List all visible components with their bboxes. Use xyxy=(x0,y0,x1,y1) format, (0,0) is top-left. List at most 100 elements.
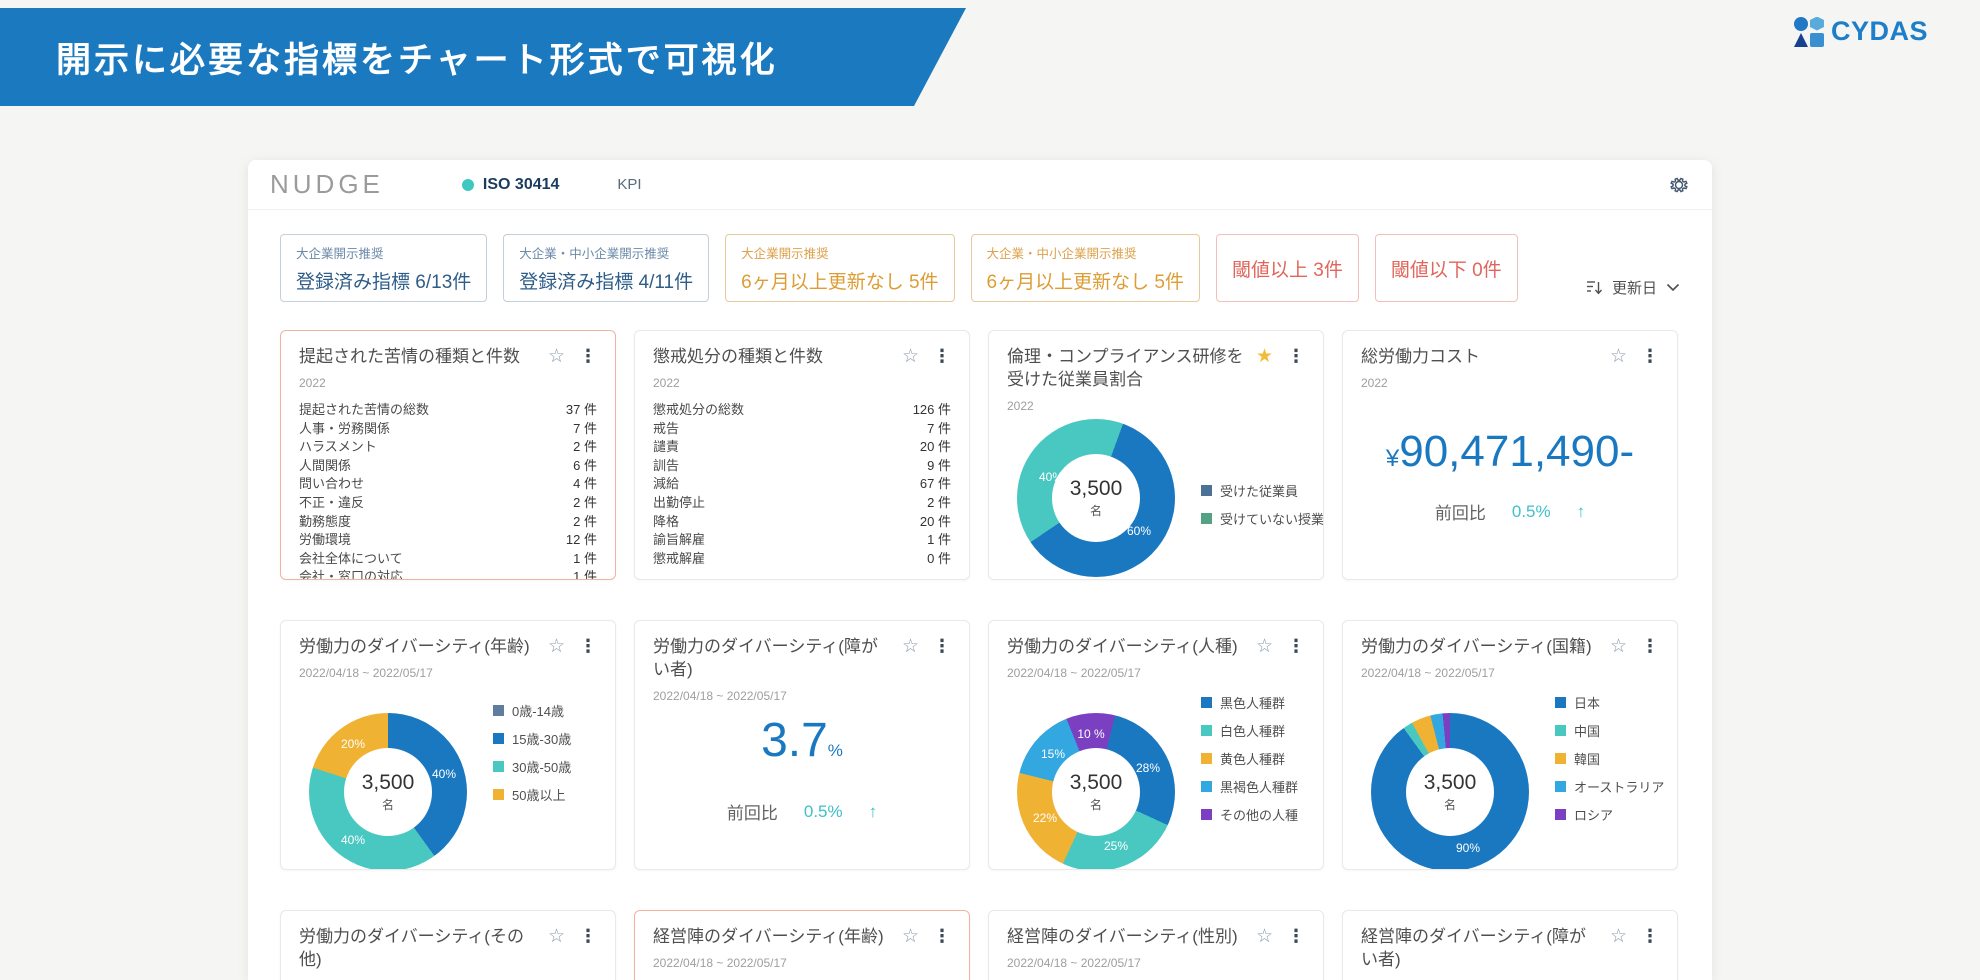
donut-chart: 28% 25% 22% 15% 10 % 3,500 名 xyxy=(1017,713,1175,869)
panel-header: NUDGE ISO 30414 KPI xyxy=(248,160,1712,210)
card-title: 労働力のダイバーシティ(その他) xyxy=(299,927,524,969)
card-title: 懲戒処分の種類と件数 xyxy=(653,347,823,366)
stat-row: 不正・違反 2 件 xyxy=(299,494,597,510)
stat-row: 問い合わせ 4 件 xyxy=(299,476,597,492)
chart-legend: 受けた従業員 受けていない授業員 xyxy=(1201,481,1323,528)
legend-item: 中国 xyxy=(1555,721,1664,740)
kebab-menu-icon[interactable]: ⋮ xyxy=(1641,636,1659,656)
card-title: 倫理・コンプライアンス研修を受けた従業員割合 xyxy=(1007,347,1244,389)
stat-row: 減給 67 件 xyxy=(653,476,951,492)
donut-center-unit: 名 xyxy=(1443,798,1456,812)
card-diversity-race: 労働力のダイバーシティ(人種) ☆ ⋮ 2022/04/18 ~ 2022/05… xyxy=(988,620,1324,870)
stat-row: 懲戒解雇 0 件 xyxy=(653,550,951,566)
card-management-gender: 経営陣のダイバーシティ(性別) ☆ ⋮ 2022/04/18 ~ 2022/05… xyxy=(988,910,1324,980)
summary-row: 大企業開示推奨 登録済み指標 6/13件 大企業・中小企業開示推奨 登録済み指標… xyxy=(248,210,1712,302)
legend-item: その他の人種 xyxy=(1201,805,1298,824)
summary-box-sme-registered[interactable]: 大企業・中小企業開示推奨 登録済み指標 4/11件 xyxy=(503,234,710,302)
kebab-menu-icon[interactable]: ⋮ xyxy=(579,346,597,366)
donut-chart: 40% 60% 3,500 名 xyxy=(1017,419,1175,577)
kebab-menu-icon[interactable]: ⋮ xyxy=(933,926,951,946)
legend-item: 黄色人種群 xyxy=(1201,749,1298,768)
card-compliance-training: 倫理・コンプライアンス研修を受けた従業員割合 ★ ⋮ 2022 40% 60% … xyxy=(988,330,1324,580)
star-icon[interactable]: ☆ xyxy=(1609,926,1627,947)
star-icon[interactable]: ☆ xyxy=(901,346,919,367)
stat-row: 会社全体について 1 件 xyxy=(299,550,597,566)
stat-row: 懲戒処分の総数 126 件 xyxy=(653,401,951,417)
card-period: 2022/04/18 ~ 2022/05/17 xyxy=(653,688,787,703)
donut-center-unit: 名 xyxy=(1089,504,1102,518)
kebab-menu-icon[interactable]: ⋮ xyxy=(933,636,951,656)
sort-control[interactable]: 更新日 xyxy=(1586,277,1680,302)
legend-item: 日本 xyxy=(1555,693,1664,712)
donut-center-value: 3,500 xyxy=(1069,771,1123,794)
donut-chart: 90% 3,500 名 xyxy=(1371,713,1529,869)
legend-item: 韓国 xyxy=(1555,749,1664,768)
card-period: 2022 xyxy=(653,375,680,390)
stat-row: 会社・窓口の対応 1 件 xyxy=(299,569,597,580)
chart-legend: 0歳-14歳 15歳-30歳 30歳-50歳 50歳以上 xyxy=(493,701,571,804)
kebab-menu-icon[interactable]: ⋮ xyxy=(1641,926,1659,946)
stat-row: 降格 20 件 xyxy=(653,513,951,529)
summary-box-below-threshold[interactable]: 閾値以下 0件 xyxy=(1374,234,1518,302)
gear-icon[interactable] xyxy=(1668,174,1690,196)
card-period: 2022/04/18 ~ 2022/05/17 xyxy=(1007,955,1141,970)
summary-box-sme-stale[interactable]: 大企業・中小企業開示推奨 6ヶ月以上更新なし 5件 xyxy=(970,234,1200,302)
tab-kpi[interactable]: KPI xyxy=(617,176,642,193)
stat-row: 譴責 20 件 xyxy=(653,439,951,455)
banner-title: 開示に必要な指標をチャート形式で可視化 xyxy=(56,40,778,80)
stat-row: ハラスメント 2 件 xyxy=(299,439,597,455)
star-icon[interactable]: ☆ xyxy=(1255,636,1273,657)
card-diversity-other: 労働力のダイバーシティ(その他) ☆ ⋮ 2022/04/18 ~ 2022/0… xyxy=(280,910,616,980)
sort-label: 更新日 xyxy=(1611,280,1657,297)
legend-item: 黒褐色人種群 xyxy=(1201,777,1298,796)
card-title: 労働力のダイバーシティ(国籍) xyxy=(1361,637,1592,656)
star-icon[interactable]: ☆ xyxy=(1255,926,1273,947)
card-title: 労働力のダイバーシティ(人種) xyxy=(1007,637,1238,656)
legend-item: 受けた従業員 xyxy=(1201,481,1323,500)
stat-row: 人間関係 6 件 xyxy=(299,457,597,473)
card-complaints: 提起された苦情の種類と件数 ☆ ⋮ 2022 提起された苦情の総数 37 件 人事… xyxy=(280,330,616,580)
sort-icon xyxy=(1586,280,1603,295)
card-title: 経営陣のダイバーシティ(性別) xyxy=(1007,927,1238,946)
star-icon[interactable]: ☆ xyxy=(1609,636,1627,657)
cydas-logo-icon xyxy=(1793,16,1824,47)
star-icon[interactable]: ★ xyxy=(1255,346,1273,367)
stat-row: 提起された苦情の総数 37 件 xyxy=(299,401,597,417)
comparison-row: 前回比 0.5% ↑ xyxy=(1434,501,1586,524)
card-title: 労働力のダイバーシティ(障がい者) xyxy=(653,637,878,679)
star-icon[interactable]: ☆ xyxy=(547,926,565,947)
star-icon[interactable]: ☆ xyxy=(547,636,565,657)
legend-item: 白色人種群 xyxy=(1201,721,1298,740)
star-icon[interactable]: ☆ xyxy=(901,926,919,947)
kebab-menu-icon[interactable]: ⋮ xyxy=(933,346,951,366)
summary-box-above-threshold[interactable]: 閾値以上 3件 xyxy=(1215,234,1359,302)
star-icon[interactable]: ☆ xyxy=(901,636,919,657)
summary-box-large-stale[interactable]: 大企業開示推奨 6ヶ月以上更新なし 5件 xyxy=(725,234,955,302)
kebab-menu-icon[interactable]: ⋮ xyxy=(1287,346,1305,366)
kebab-menu-icon[interactable]: ⋮ xyxy=(1287,926,1305,946)
stat-row: 訓告 9 件 xyxy=(653,457,951,473)
ratio-value: 3.7% xyxy=(761,714,843,767)
card-period: 2022/04/18 ~ 2022/05/17 xyxy=(1361,979,1659,980)
kebab-menu-icon[interactable]: ⋮ xyxy=(579,926,597,946)
chart-legend: 日本 中国 韓国 オーストラリア ロシア xyxy=(1555,693,1664,824)
star-icon[interactable]: ☆ xyxy=(547,346,565,367)
app-name: NUDGE xyxy=(270,169,384,199)
donut-center-value: 3,500 xyxy=(1069,477,1123,500)
summary-box-large-registered[interactable]: 大企業開示推奨 登録済み指標 6/13件 xyxy=(280,234,488,302)
stat-row: 労働環境 12 件 xyxy=(299,532,597,548)
legend-item: ロシア xyxy=(1555,805,1664,824)
donut-center-value: 3,500 xyxy=(1423,771,1477,794)
card-title: 経営陣のダイバーシティ(年齢) xyxy=(653,927,884,946)
star-icon[interactable]: ☆ xyxy=(1609,346,1627,367)
cydas-logo: CYDAS xyxy=(1793,16,1928,47)
cost-value: ¥90,471,490- xyxy=(1385,427,1635,476)
active-tab-dot-icon xyxy=(461,178,474,191)
kebab-menu-icon[interactable]: ⋮ xyxy=(1287,636,1305,656)
kebab-menu-icon[interactable]: ⋮ xyxy=(579,636,597,656)
card-title: 労働力のダイバーシティ(年齢) xyxy=(299,637,530,656)
card-period: 2022/04/18 ~ 2022/05/17 xyxy=(1007,665,1141,680)
kebab-menu-icon[interactable]: ⋮ xyxy=(1641,346,1659,366)
tab-iso-30414[interactable]: ISO 30414 xyxy=(461,176,559,194)
card-workforce-cost: 総労働力コスト ☆ ⋮ 2022 ¥90,471,490- 前回比 0.5% ↑ xyxy=(1342,330,1678,580)
